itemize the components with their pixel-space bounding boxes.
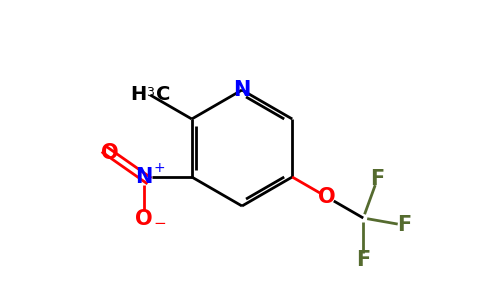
Text: N: N — [135, 167, 152, 187]
Text: F: F — [397, 215, 412, 235]
Text: O: O — [318, 187, 336, 207]
Text: −: − — [154, 215, 166, 230]
Text: 3: 3 — [146, 86, 154, 99]
Text: N: N — [233, 80, 251, 100]
Text: F: F — [356, 250, 370, 270]
Text: O: O — [135, 209, 152, 229]
Text: +: + — [154, 161, 166, 175]
Text: C: C — [156, 85, 170, 104]
Text: H: H — [130, 85, 146, 104]
Text: F: F — [370, 169, 385, 188]
Text: O: O — [101, 143, 118, 163]
